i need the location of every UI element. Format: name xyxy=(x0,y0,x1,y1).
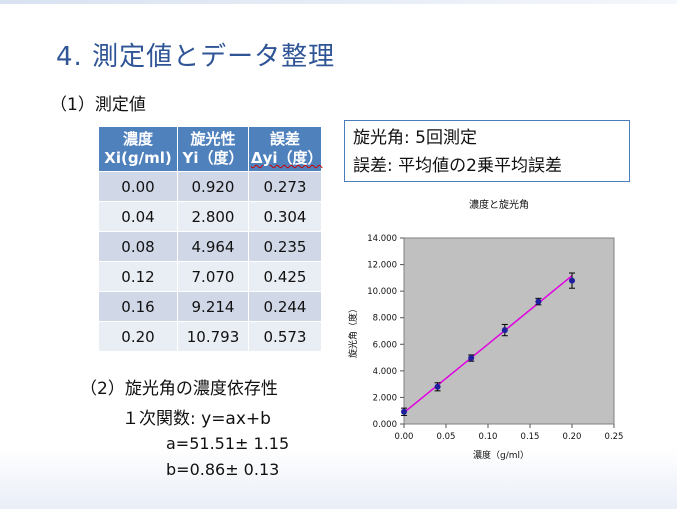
header-rotation-line2: Yi（度） xyxy=(182,149,244,167)
y-tick-label: 14.000 xyxy=(367,234,397,244)
chart-title: 濃度と旋光角 xyxy=(469,198,529,211)
section-concentration-dependence: （2）旋光角の濃度依存性 xyxy=(80,379,278,399)
table-row: 0.08 4.964 0.235 xyxy=(98,231,322,262)
y-tick-label: 4.000 xyxy=(373,367,397,377)
info-line-measurement: 旋光角: 5回測定 xyxy=(353,128,477,148)
x-tick-label: 0.05 xyxy=(437,432,456,442)
data-point xyxy=(535,298,542,305)
table-cell: 9.214 xyxy=(177,291,249,322)
param-b: b=0.86± 0.13 xyxy=(166,460,280,479)
x-tick-label: 0.10 xyxy=(479,432,498,442)
table-cell: 0.00 xyxy=(98,171,178,202)
rotation-chart: 濃度と旋光角 0.000 2.000 4.000 6.000 8.000 10.000 12.… xyxy=(347,198,624,461)
y-tick-label: 8.000 xyxy=(373,314,397,324)
table-cell: 0.20 xyxy=(98,321,178,352)
y-tick-label: 12.000 xyxy=(367,261,397,271)
table-cell: 0.273 xyxy=(248,171,322,202)
x-axis-label: 濃度（g/ml） xyxy=(473,449,529,461)
header-error: 誤差 Δyi（度） xyxy=(248,126,323,172)
y-axis-label: 旋光角（度） xyxy=(347,304,359,358)
x-tick-label: 0.25 xyxy=(605,432,624,442)
data-point xyxy=(401,408,407,415)
data-point xyxy=(501,327,508,334)
header-concentration: 濃度 Xi(g/ml) xyxy=(98,126,178,172)
slide-title: 4. 測定値とデータ整理 xyxy=(56,42,336,72)
table-cell: 0.12 xyxy=(98,261,178,292)
table-cell: 0.425 xyxy=(248,261,322,292)
info-line-error: 誤差: 平均値の2乗平均誤差 xyxy=(353,156,562,176)
table-cell: 0.920 xyxy=(177,171,249,202)
data-point xyxy=(434,383,441,390)
y-tick-label: 2.000 xyxy=(373,393,397,403)
x-tick-label: 0.20 xyxy=(563,432,582,442)
header-error-line2: Δyi（度） xyxy=(251,149,323,168)
table-cell: 0.04 xyxy=(98,201,178,232)
data-point xyxy=(468,355,475,362)
table-cell: 2.800 xyxy=(177,201,249,232)
table-cell: 7.070 xyxy=(177,261,249,292)
table-cell: 0.08 xyxy=(98,231,178,262)
linear-function-label: １次関数: y=ax+b xyxy=(122,404,271,429)
table-cell: 0.573 xyxy=(248,321,322,352)
table-cell: 0.244 xyxy=(248,291,322,322)
table-row: 0.00 0.920 0.273 xyxy=(98,171,322,202)
header-error-line1: 誤差 xyxy=(269,130,300,148)
table-cell: 0.16 xyxy=(98,291,178,322)
param-a: a=51.51± 1.15 xyxy=(166,434,290,453)
header-concentration-line1: 濃度 xyxy=(122,130,153,148)
x-tick-label: 0.15 xyxy=(521,432,540,442)
plot-area xyxy=(403,237,615,425)
table-cell: 4.964 xyxy=(177,231,249,262)
table-cell: 10.793 xyxy=(177,321,249,352)
slide-top-bar xyxy=(0,0,677,4)
table-row: 0.16 9.214 0.244 xyxy=(98,291,322,322)
table-row: 0.04 2.800 0.304 xyxy=(98,201,322,232)
table-row: 0.12 7.070 0.425 xyxy=(98,261,322,292)
fit-line xyxy=(403,275,573,414)
table-cell: 0.235 xyxy=(248,231,322,262)
measurement-info-box: 旋光角: 5回測定 誤差: 平均値の2乗平均誤差 xyxy=(344,120,630,182)
header-error-line2-text: Δyi（度） xyxy=(251,149,323,167)
linear-function-text: １次関数: y=ax+b xyxy=(122,409,271,429)
header-concentration-line2: Xi(g/ml) xyxy=(104,149,172,167)
table-cell: 0.304 xyxy=(248,201,322,232)
table-row: 0.20 10.793 0.573 xyxy=(98,321,322,352)
measurement-table: 濃度 Xi(g/ml) 旋光性 Yi（度） 誤差 Δyi（度） 0.00 0.9… xyxy=(98,126,323,352)
y-tick-label: 10.000 xyxy=(367,287,397,297)
data-point xyxy=(569,277,575,284)
header-rotation-line1: 旋光性 xyxy=(190,130,236,148)
y-tick-label: 0.000 xyxy=(373,420,397,430)
x-tick-label: 0.00 xyxy=(395,432,414,442)
section-measured-values: （1）測定値 xyxy=(50,95,146,115)
y-tick-label: 6.000 xyxy=(373,340,397,350)
header-rotation: 旋光性 Yi（度） xyxy=(177,126,249,172)
